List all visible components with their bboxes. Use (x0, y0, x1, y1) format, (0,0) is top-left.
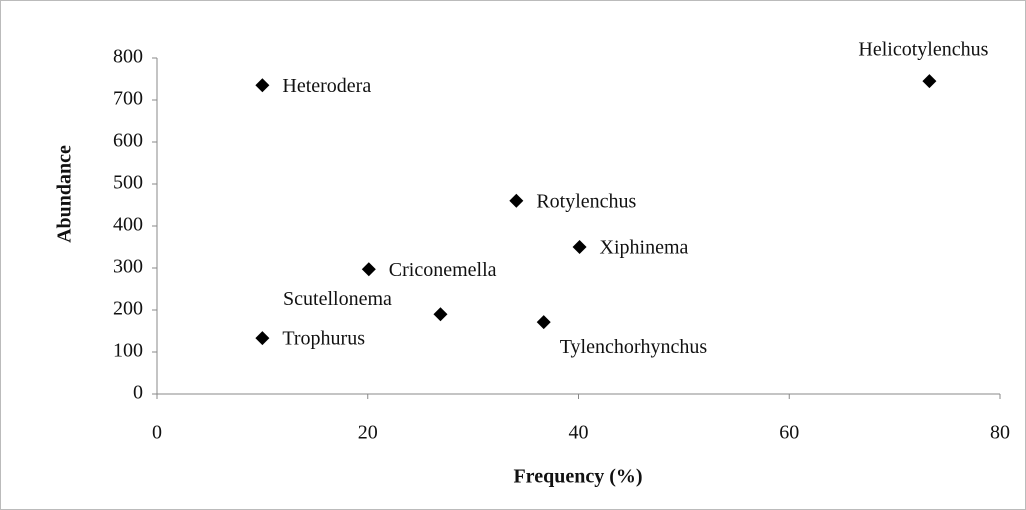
y-tick-label: 0 (133, 382, 143, 404)
point-label: Scutellonema (283, 288, 392, 310)
y-tick-label: 100 (113, 340, 143, 362)
point-label: Trophurus (282, 328, 365, 350)
point (572, 240, 587, 254)
y-axis-title: Abundance (54, 145, 76, 243)
point (509, 193, 524, 208)
x-tick-label: 80 (990, 422, 1010, 444)
y-tick-label: 400 (113, 214, 143, 236)
x-tick-label: 40 (569, 422, 589, 444)
point (361, 262, 376, 277)
point-label: Criconemella (389, 259, 497, 281)
point-label: Heterodera (282, 75, 371, 97)
point (922, 74, 937, 89)
y-tick-label: 700 (113, 88, 143, 110)
point (433, 307, 448, 322)
point (255, 78, 270, 93)
y-tick-label: 200 (113, 298, 143, 320)
point-label: Helicotylenchus (858, 39, 988, 61)
x-tick-label: 0 (152, 422, 162, 444)
x-axis-title: Frequency (%) (513, 466, 642, 488)
y-tick-label: 600 (113, 130, 143, 152)
x-tick-label: 20 (358, 422, 378, 444)
y-tick-label: 800 (113, 46, 143, 68)
point-label: Xiphinema (600, 237, 689, 259)
point (536, 315, 551, 330)
x-tick-label: 60 (779, 422, 799, 444)
point-label: Rotylenchus (536, 190, 636, 212)
point (255, 331, 270, 346)
y-tick-label: 500 (113, 172, 143, 194)
y-tick-label: 300 (113, 256, 143, 278)
point-label: Tylenchorhynchus (560, 336, 708, 358)
